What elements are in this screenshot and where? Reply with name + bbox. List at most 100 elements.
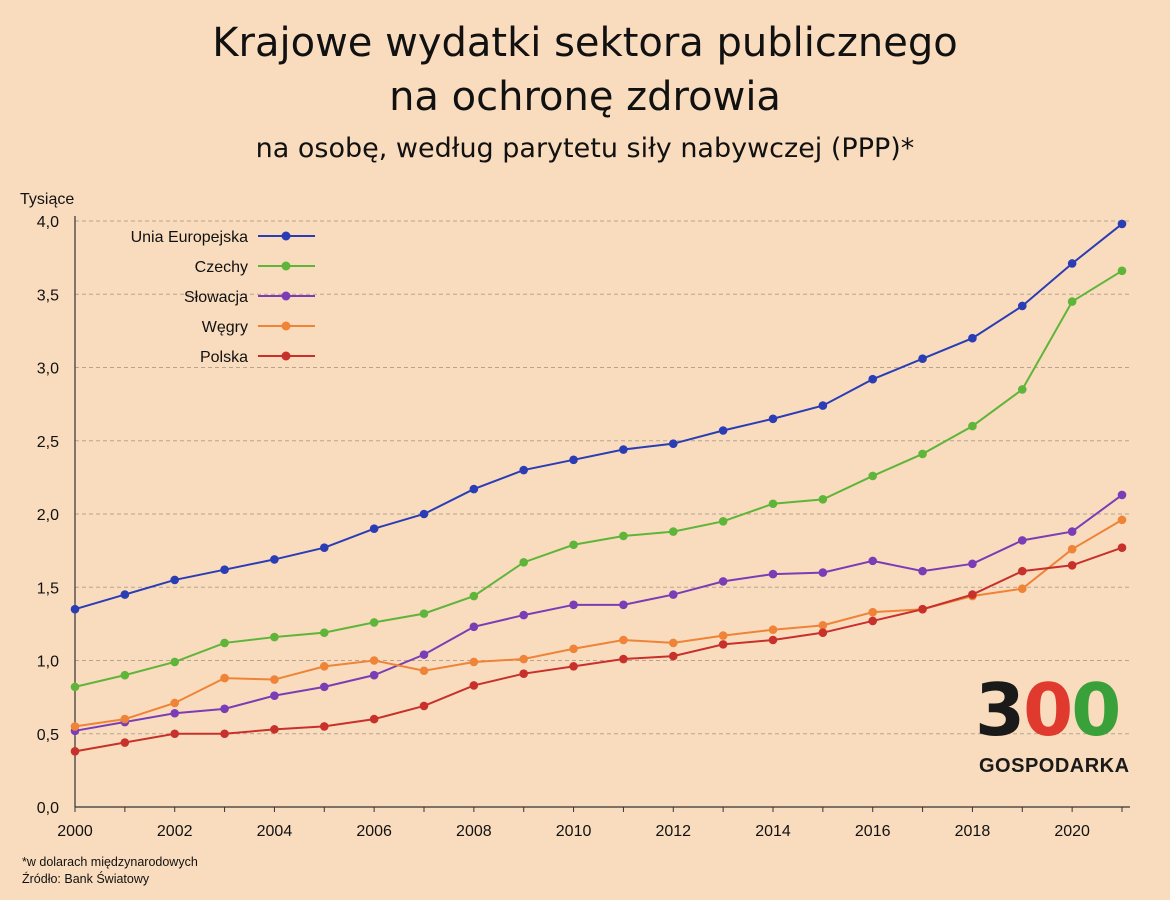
grid	[75, 220, 1130, 735]
data-point	[1117, 490, 1127, 500]
data-point	[668, 638, 678, 648]
data-point	[619, 654, 628, 664]
data-point	[918, 354, 927, 364]
data-point	[868, 374, 878, 384]
y-tick-label: 4,0	[37, 214, 59, 231]
y-tick-label: 2,5	[37, 434, 59, 451]
data-point	[319, 543, 329, 552]
data-point	[220, 704, 229, 714]
legend-swatch-dot	[281, 261, 291, 271]
legend: Unia Europejska Czechy Słowacja Węgry Polska	[131, 229, 315, 366]
legend-label: Węgry	[202, 319, 248, 336]
data-point	[569, 540, 578, 550]
data-point	[569, 644, 578, 654]
data-point	[469, 622, 479, 632]
x-tick-label: 2000	[57, 823, 93, 840]
data-point	[1067, 544, 1077, 554]
data-point	[170, 575, 180, 585]
y-tick-label: 3,5	[37, 287, 59, 304]
data-point	[319, 682, 329, 692]
data-point	[968, 590, 977, 599]
data-point	[818, 621, 828, 630]
data-point	[768, 569, 778, 579]
data-point	[170, 729, 180, 739]
data-point	[270, 632, 279, 642]
logo-digit: 0	[1023, 668, 1073, 752]
x-tick-label: 2002	[157, 823, 193, 840]
data-point	[369, 618, 379, 627]
data-point	[968, 559, 977, 569]
brand-logo: 300 GOSPODARKA	[975, 674, 1145, 783]
data-point	[120, 670, 130, 680]
data-point	[270, 691, 279, 700]
data-point	[270, 555, 279, 564]
data-point	[419, 666, 429, 676]
data-point	[818, 401, 828, 410]
x-tick-label: 2010	[556, 823, 592, 840]
x-tick-label: 2008	[456, 823, 492, 840]
data-point	[918, 604, 927, 614]
data-point	[519, 558, 529, 567]
y-tick-label: 1,0	[37, 654, 59, 671]
data-point	[569, 455, 578, 465]
y-tick-label: 0,0	[37, 800, 59, 817]
footnote: *w dolarach międzynarodowych	[22, 855, 198, 869]
data-point	[1017, 566, 1027, 576]
chart-subtitle: na osobę, według parytetu siły nabywczej…	[255, 133, 915, 164]
data-point	[369, 670, 379, 680]
data-point	[369, 524, 379, 533]
data-point	[1067, 297, 1077, 306]
legend-label: Unia Europejska	[131, 229, 249, 246]
y-axis-label: Tysiące	[20, 191, 74, 208]
legend-swatch-dot	[281, 291, 291, 301]
x-tick-label: 2004	[257, 823, 293, 840]
data-point	[519, 669, 529, 678]
legend-label: Czechy	[195, 259, 248, 276]
data-point	[170, 708, 180, 718]
x-tick-label: 2018	[955, 823, 991, 840]
data-point	[419, 509, 429, 519]
data-point	[120, 714, 130, 724]
data-point	[868, 607, 878, 617]
data-point	[818, 495, 828, 504]
legend-swatch-dot	[281, 351, 291, 361]
x-tick-label: 2012	[655, 823, 691, 840]
data-point	[868, 616, 878, 626]
data-point	[1067, 527, 1077, 536]
data-point	[419, 650, 429, 659]
x-tick-label: 2014	[755, 823, 791, 840]
y-tick-label: 1,5	[37, 580, 59, 597]
data-point	[70, 604, 80, 614]
data-point	[469, 591, 479, 601]
data-point	[668, 651, 678, 661]
data-point	[768, 635, 778, 645]
y-tick-label: 2,0	[37, 507, 59, 524]
data-point	[968, 333, 977, 343]
data-point	[768, 499, 778, 509]
data-point	[668, 527, 678, 536]
data-point	[718, 577, 728, 586]
data-point	[1067, 259, 1077, 268]
legend-label: Polska	[200, 349, 248, 366]
logo-text: GOSPODARKA	[979, 755, 1130, 777]
logo-digit: 3	[975, 668, 1025, 752]
series-lines	[70, 219, 1127, 756]
data-point	[1067, 560, 1077, 570]
data-point	[369, 714, 379, 724]
data-point	[569, 600, 578, 610]
data-point	[469, 657, 479, 667]
data-point	[1017, 584, 1027, 594]
data-point	[220, 673, 229, 683]
axes: 0,0 0,5 1,0 1,5 2,0 2,5 3,0 3,5 4,0 Tysiące 2000 20…	[20, 191, 1130, 840]
data-point	[319, 722, 329, 731]
data-point	[1117, 515, 1127, 525]
data-point	[818, 568, 828, 577]
data-point	[868, 556, 878, 566]
data-point	[619, 445, 628, 454]
data-point	[170, 698, 180, 708]
data-point	[1117, 543, 1127, 552]
data-point	[319, 662, 329, 671]
data-point	[120, 590, 130, 599]
chart-title-line1: Krajowe wydatki sektora publicznego	[212, 20, 958, 66]
